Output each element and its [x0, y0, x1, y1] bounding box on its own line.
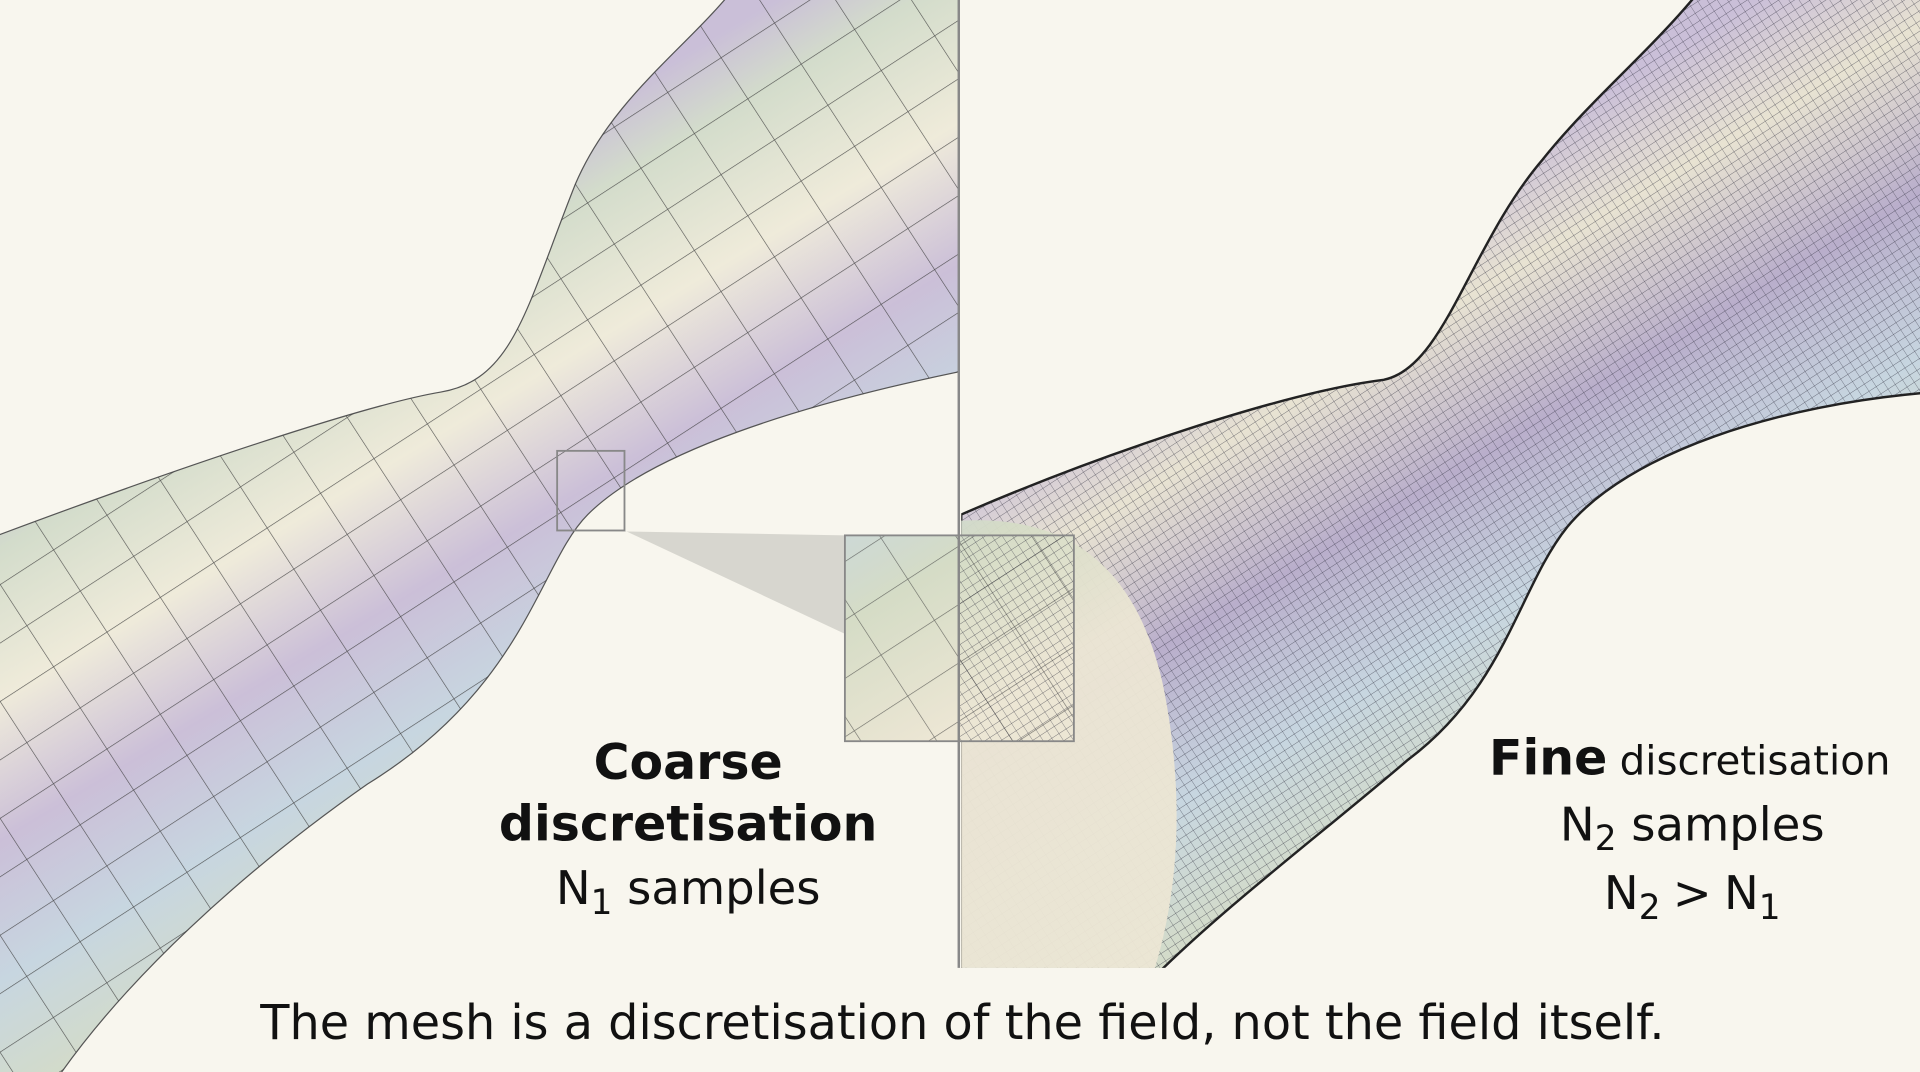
- coarse-title: discretisation: [499, 795, 877, 852]
- subscript: 1: [591, 883, 613, 923]
- fine-rest: discretisation: [1620, 736, 1891, 784]
- caption: The mesh is a discretisation of the fiel…: [259, 996, 1664, 1051]
- symbol: N: [556, 861, 591, 915]
- symbol: N: [1560, 797, 1595, 851]
- lhs-subscript: 2: [1639, 888, 1661, 928]
- rhs: N: [1724, 866, 1759, 920]
- coarse-title: Coarse: [594, 734, 783, 791]
- lhs: N: [1604, 866, 1639, 920]
- rhs-subscript: 1: [1759, 888, 1781, 928]
- fine-samples: N2 samples: [1560, 797, 1825, 859]
- zoom-source-box: [556, 449, 626, 532]
- coarse-samples: N1 samples: [556, 861, 821, 923]
- fine-bold: Fine: [1489, 729, 1607, 786]
- subscript: 2: [1595, 819, 1617, 859]
- samples-text: samples: [627, 861, 820, 915]
- operator: >: [1673, 866, 1712, 920]
- relation: N2 > N1: [1604, 866, 1781, 928]
- coarse-tube: [0, 0, 959, 1072]
- samples-text: samples: [1631, 797, 1824, 851]
- fine-title: Fine discretisation: [1489, 729, 1891, 786]
